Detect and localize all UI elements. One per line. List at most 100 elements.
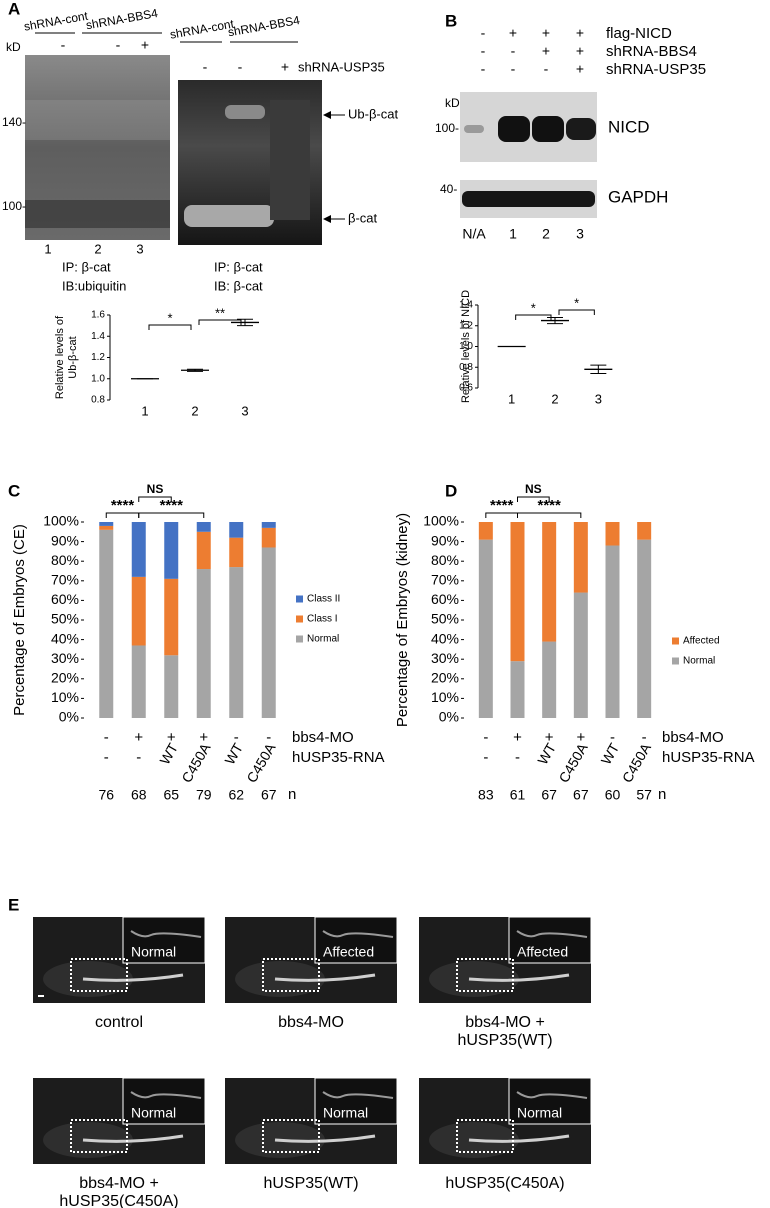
y-tick-label: 100% [423,513,459,529]
band-label: GAPDH [608,187,668,206]
error-bar [590,364,607,374]
y-tick-label: 1.0 [91,373,105,384]
x-row-entry: WT [156,740,181,767]
blot-caption: IB:ubiquitin [62,278,126,293]
blot-header: shRNA-BBS4 [227,13,301,39]
bar-segment [510,522,525,662]
blot-band [25,100,170,140]
inset-label: Normal [323,1105,368,1121]
zoom-box [456,1119,514,1153]
significance-bracket [138,496,172,502]
y-tick-label: 0% [59,709,79,725]
blot-sign: - [203,59,208,75]
x-row-entry: - [483,749,488,766]
significance-bracket [515,314,552,320]
x-row-entry: - [136,749,141,766]
y-tick-label: 80% [51,552,79,568]
lane-label: 1 [509,226,517,242]
lane-label: 2 [94,241,101,256]
x-row-label: hUSP35-RNA [662,749,755,766]
x-row-entry: + [134,729,143,746]
image-caption: hUSP35(WT) [457,1032,552,1049]
kidney-signal [468,1134,570,1143]
x-row-entry: WT [534,740,559,767]
inset-image [508,1077,592,1125]
n-value: 67 [541,787,557,803]
bar-segment [229,522,244,538]
blot-band [464,125,484,133]
bar-segment [510,661,525,718]
inset-image [508,916,592,964]
blot-sign: - [481,61,486,77]
x-row-entry: - [610,729,615,746]
zoom-box [70,1119,128,1153]
y-tick-label: 20% [431,670,459,686]
kd-label: kD [6,40,21,54]
kidney-signal [82,1134,184,1143]
x-tick-label: 1 [508,391,515,406]
x-row-entry: + [199,729,208,746]
bar-segment [261,527,276,548]
legend-swatch [672,657,679,665]
mw-marker: 140- [2,115,26,129]
lane-label: 2 [542,226,550,242]
legend-swatch [296,635,303,643]
y-tick-label: 100% [43,513,79,529]
mw-marker: 100- [435,121,459,135]
y-axis-label: Percentage of Embryos (kidney) [394,513,411,727]
bar-segment [196,522,211,532]
y-tick-label: 50% [431,611,459,627]
legend-swatch [296,615,303,623]
x-tick-label: 3 [241,403,248,418]
n-value: 67 [261,787,277,803]
bar-segment [605,522,620,546]
blot-sign: + [576,61,584,77]
kidney-signal [274,973,376,982]
inset-signal [322,1091,394,1099]
y-tick-label: 70% [431,572,459,588]
n-value: 60 [605,787,621,803]
blot-sign: + [542,25,550,41]
blot-sign: - [481,43,486,59]
band-label: NICD [608,117,650,136]
inset-image [122,916,206,964]
legend-label: Normal [683,656,715,667]
x-row-entry: + [576,729,585,746]
blot-band [184,205,274,227]
panel-label: B [445,11,457,30]
legend-swatch [672,637,679,645]
legend-swatch [296,595,303,603]
bar-segment [261,547,276,718]
blot-band [566,118,596,140]
n-label: n [658,786,666,803]
significance-label: NS [147,482,164,496]
bar-segment [637,539,652,718]
mw-marker: 100- [2,199,26,213]
x-row-entry: + [545,729,554,746]
legend-label: Class II [307,594,340,605]
bar-segment [573,592,588,718]
x-row-entry: - [104,729,109,746]
y-tick-label: 0.6 [459,383,473,394]
y-tick-label: 30% [431,650,459,666]
blot-sign: + [542,43,550,59]
x-row-entry: - [483,729,488,746]
y-tick-label: 40% [431,630,459,646]
blot-sign: - [511,43,516,59]
blot-sign: - [61,37,66,53]
y-tick-label: 10% [51,689,79,705]
x-row-entry: - [642,729,647,746]
legend-label: Affected [683,636,720,647]
y-tick-label: 1.2 [459,320,473,331]
x-row-label: hUSP35-RNA [292,749,385,766]
x-row-label: bbs4-MO [292,729,354,746]
x-row-entry: - [104,749,109,766]
bar-segment [99,529,114,718]
bar-segment [164,578,179,656]
x-row-label: bbs4-MO [662,729,724,746]
inset-image [314,1077,398,1125]
legend-label: Class I [307,614,338,625]
significance-label: * [531,300,536,315]
y-tick-label: 60% [431,591,459,607]
bar-segment [261,522,276,528]
